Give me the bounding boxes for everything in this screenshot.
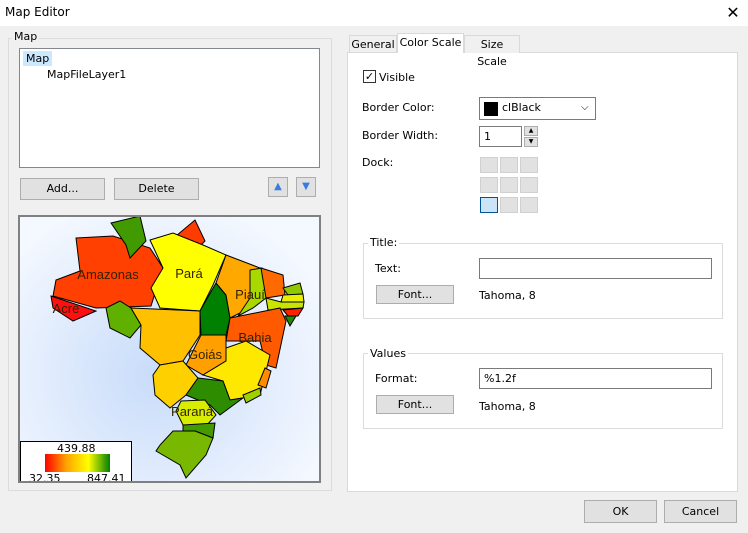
state-ms[interactable] [152, 360, 199, 409]
title-group [363, 243, 723, 319]
state-label: Acre [53, 301, 80, 316]
dock-top-left-button[interactable] [480, 157, 498, 173]
ok-button[interactable]: OK [584, 500, 657, 523]
title-bar [0, 0, 748, 26]
state-label: Piauí [235, 287, 265, 302]
values-group-label: Values [368, 347, 408, 360]
title-text-label: Text: [375, 262, 401, 275]
title-font-value: Tahoma, 8 [479, 289, 536, 302]
border-color-value: clBlack [502, 101, 541, 114]
tree-item-layer[interactable]: MapFileLayer1 [47, 68, 127, 81]
state-al[interactable] [282, 307, 304, 317]
dock-left-button[interactable] [480, 177, 498, 193]
values-font-value: Tahoma, 8 [479, 400, 536, 413]
dock-grid [480, 157, 540, 215]
arrow-down-icon: ▼ [302, 181, 310, 192]
format-input[interactable]: %1.2f [479, 368, 712, 389]
state-rj[interactable] [242, 387, 262, 404]
brazil-map: Amazonas Pará Acre Piauí Bahia Goiás Paraná [50, 216, 305, 479]
border-color-label: Border Color: [362, 101, 435, 114]
state-para[interactable] [149, 232, 227, 312]
state-label: Goiás [188, 347, 222, 362]
state-pb[interactable] [280, 293, 305, 303]
layer-tree[interactable]: Map MapFileLayer1 [19, 48, 320, 168]
tab-size-scale[interactable]: Size Scale [464, 35, 520, 68]
border-color-select[interactable]: clBlack ⌵ [479, 97, 596, 120]
dock-label: Dock: [362, 156, 394, 169]
dock-bottom-button[interactable] [500, 197, 518, 213]
tab-general[interactable]: General [349, 35, 397, 53]
checkmark-icon: ✓ [364, 70, 375, 83]
color-swatch [484, 102, 498, 116]
legend-min-value: 32.35 [29, 472, 61, 483]
values-font-button[interactable]: Font... [376, 395, 454, 414]
visible-label: Visible [379, 71, 415, 84]
state-acre[interactable] [50, 295, 98, 322]
state-pe[interactable] [265, 297, 305, 311]
border-width-label: Border Width: [362, 129, 439, 142]
dock-center-button[interactable] [500, 177, 518, 193]
cancel-button[interactable]: Cancel [664, 500, 737, 523]
title-text-input[interactable] [479, 258, 712, 279]
dock-bottom-right-button[interactable] [520, 197, 538, 213]
dock-bottom-left-button[interactable] [480, 197, 498, 213]
state-es[interactable] [257, 367, 272, 389]
state-label: Pará [175, 266, 203, 281]
state-label: Paraná [171, 404, 214, 419]
tab-color-scale[interactable]: Color Scale [397, 33, 464, 53]
legend-max-value: 847.41 [87, 472, 126, 483]
state-sp[interactable] [185, 377, 244, 416]
close-icon[interactable]: ✕ [726, 3, 740, 22]
move-up-button[interactable]: ▲ [268, 177, 288, 197]
map-preview[interactable]: Amazonas Pará Acre Piauí Bahia Goiás Paraná 43… [18, 215, 321, 483]
state-bahia[interactable] [225, 307, 287, 369]
delete-button[interactable]: Delete [114, 178, 199, 200]
state-label: Bahia [238, 330, 272, 345]
visible-checkbox[interactable]: ✓ [363, 70, 376, 83]
arrow-up-icon: ▲ [274, 181, 282, 192]
state-roraima[interactable] [110, 216, 147, 259]
dock-top-button[interactable] [500, 157, 518, 173]
format-label: Format: [375, 372, 418, 385]
add-button[interactable]: Add... [20, 178, 105, 200]
state-rs[interactable] [155, 430, 214, 479]
values-group [363, 353, 723, 429]
window-title: Map Editor [5, 5, 70, 19]
move-down-button[interactable]: ▼ [296, 177, 316, 197]
state-label: Amazonas [77, 267, 139, 282]
state-se[interactable] [284, 315, 297, 328]
legend-mid-value: 439.88 [57, 442, 96, 455]
dock-right-button[interactable] [520, 177, 538, 193]
dock-top-right-button[interactable] [520, 157, 538, 173]
map-group [8, 38, 332, 491]
legend-gradient-bar [45, 454, 110, 472]
spin-down-button[interactable]: ▼ [524, 137, 538, 147]
color-scale-legend: 439.88 32.35 847.41 [20, 441, 132, 483]
border-width-input[interactable]: 1 [479, 126, 522, 147]
title-font-button[interactable]: Font... [376, 285, 454, 304]
tree-item-map[interactable]: Map [23, 51, 53, 66]
chevron-down-icon: ⌵ [581, 102, 589, 113]
state-rn[interactable] [282, 282, 304, 296]
spin-up-button[interactable]: ▲ [524, 126, 538, 136]
title-group-label: Title: [368, 236, 400, 249]
map-group-label: Map [12, 30, 40, 43]
